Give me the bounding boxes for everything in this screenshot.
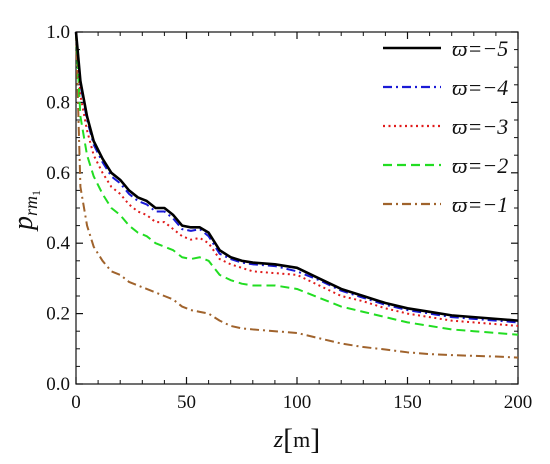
y-axis-label: prm1 (8, 190, 43, 232)
x-axis-bracket-open: [ (283, 423, 293, 456)
x-axis-unit: m (293, 427, 310, 452)
series-line (75, 31, 519, 336)
x-tick-label: 200 (504, 392, 533, 413)
y-tick-label: 0.4 (46, 233, 70, 254)
legend: ϖ=−5 ϖ=−4 ϖ=−3 ϖ=−2 ϖ=−1 (383, 36, 508, 217)
y-axis-subsub: 1 (29, 190, 43, 196)
series-layer (74, 31, 519, 359)
y-axis-sub: rm (21, 196, 41, 216)
y-tick-label: 0.0 (46, 374, 70, 395)
legend-label: ϖ=−5 (452, 36, 508, 61)
y-tick-label: 1.0 (46, 22, 70, 43)
x-tick-label: 100 (283, 392, 312, 413)
series-line (75, 31, 519, 324)
series-line (75, 31, 519, 359)
y-tick-label: 0.2 (46, 304, 70, 325)
y-axis-main: p (8, 216, 39, 232)
x-axis-var: z (273, 427, 284, 453)
series-line (74, 31, 519, 322)
x-tick-label: 50 (177, 392, 196, 413)
x-axis-label: z[m] (273, 423, 320, 456)
y-tick-label: 0.8 (46, 92, 70, 113)
y-tick-label: 0.6 (46, 163, 70, 184)
x-tick-label: 0 (71, 392, 81, 413)
x-tick-label: 150 (393, 392, 422, 413)
x-axis-bracket-close: ] (310, 423, 320, 456)
legend-label: ϖ=−1 (452, 192, 508, 217)
legend-label: ϖ=−2 (452, 153, 508, 178)
tick-labels: 0 50 100 150 200 0.0 0.2 0.4 0.6 0.8 1.0 (46, 22, 532, 413)
legend-label: ϖ=−4 (452, 75, 508, 100)
legend-label: ϖ=−3 (452, 114, 508, 139)
